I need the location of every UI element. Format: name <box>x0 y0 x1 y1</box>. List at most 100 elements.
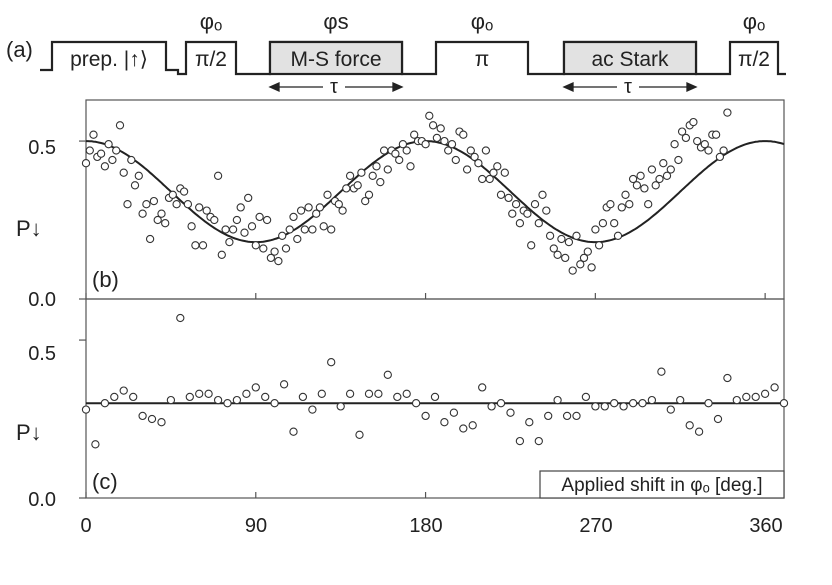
data-point <box>568 266 577 275</box>
data-point <box>515 436 525 446</box>
panel-b-ticks <box>79 140 766 300</box>
pulse-label-pi-half-2: π/2 <box>738 48 770 71</box>
data-point <box>430 392 440 402</box>
data-point <box>345 389 355 398</box>
data-point <box>183 200 193 209</box>
data-point <box>308 225 317 234</box>
data-point <box>364 190 374 199</box>
pulse-sequence: (a) prep. |↑⟩ φₒ π/2 φs M-S force φₒ π a… <box>6 9 786 98</box>
data-point <box>440 136 449 146</box>
data-point <box>485 174 494 184</box>
data-point <box>572 411 581 421</box>
data-point <box>327 225 336 234</box>
pulse-label-prep: prep. |↑⟩ <box>70 48 148 71</box>
data-point <box>298 392 308 402</box>
panel-b-label: (b) <box>92 267 119 292</box>
data-point <box>534 219 543 228</box>
data-point <box>572 231 581 240</box>
data-point <box>85 146 94 155</box>
data-point <box>421 411 430 421</box>
data-point <box>374 389 383 398</box>
data-point <box>176 313 185 323</box>
pulse-phase-1: φₒ <box>200 9 223 34</box>
data-point <box>459 130 468 139</box>
data-point <box>751 392 760 402</box>
data-point <box>372 162 381 171</box>
data-point <box>587 263 596 272</box>
xtick-label-270: 270 <box>579 515 612 537</box>
data-point <box>168 190 177 199</box>
data-point <box>481 146 491 155</box>
data-point <box>300 225 309 234</box>
data-point <box>364 389 374 398</box>
data-point <box>538 190 547 199</box>
data-point <box>274 256 283 266</box>
data-point <box>210 215 219 225</box>
data-point <box>594 241 604 250</box>
panel-label-a: (a) <box>6 37 33 62</box>
data-point <box>406 162 415 171</box>
data-point <box>108 155 117 165</box>
panel-b-ytick-0.5: 0.5 <box>28 137 56 159</box>
data-point <box>732 395 741 405</box>
data-point <box>285 225 294 234</box>
data-point <box>262 215 272 225</box>
data-point <box>259 244 268 253</box>
data-point <box>232 215 242 225</box>
data-point <box>770 383 779 392</box>
data-point <box>270 247 279 256</box>
data-point <box>240 228 249 237</box>
data-point <box>681 133 691 143</box>
data-point <box>515 219 525 228</box>
data-point <box>223 399 232 408</box>
data-point <box>496 399 506 408</box>
data-point <box>161 219 170 228</box>
data-point <box>327 358 336 367</box>
data-point <box>123 200 132 209</box>
data-point <box>527 241 536 250</box>
data-point <box>715 152 725 162</box>
xtick-label-0: 0 <box>80 515 91 537</box>
pulse-label-pi: π <box>475 48 490 71</box>
pulse-label-pi-half-1: π/2 <box>195 48 227 71</box>
data-point <box>487 402 496 411</box>
data-point <box>428 121 438 130</box>
data-point <box>198 241 208 250</box>
data-point <box>647 395 657 405</box>
tau-arrow-2 <box>562 81 698 93</box>
data-point <box>542 206 551 215</box>
data-point <box>119 168 128 177</box>
data-point <box>713 414 723 424</box>
data-point <box>704 399 713 408</box>
data-point <box>353 181 362 190</box>
data-point <box>511 200 521 209</box>
data-point <box>478 174 487 184</box>
data-point <box>281 244 291 253</box>
tau-label-2: τ <box>624 76 632 98</box>
data-point <box>562 411 572 421</box>
data-point <box>266 253 276 263</box>
data-point <box>147 414 157 424</box>
data-point <box>583 247 592 256</box>
data-point <box>204 389 213 398</box>
data-point <box>647 165 657 174</box>
data-point <box>421 140 430 149</box>
data-point <box>179 187 189 196</box>
data-point <box>383 165 392 174</box>
data-point <box>376 177 385 187</box>
data-point <box>336 402 345 411</box>
data-point <box>261 392 270 402</box>
data-point <box>677 127 687 136</box>
data-point <box>338 206 347 215</box>
tau-label-1: τ <box>330 76 338 98</box>
data-point <box>561 253 570 263</box>
panel-b-ytick-0.0: 0.0 <box>28 289 56 311</box>
data-point <box>564 237 574 247</box>
data-point <box>221 225 230 234</box>
data-point <box>534 436 543 446</box>
pulse-shaded-ms-force <box>268 40 404 76</box>
data-point <box>719 146 728 155</box>
data-point <box>613 231 623 240</box>
